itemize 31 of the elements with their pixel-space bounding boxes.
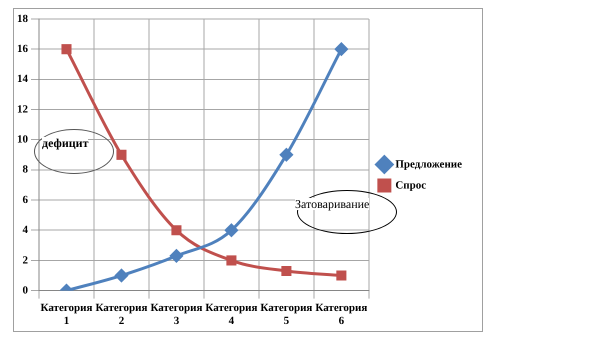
legend-label: Спрос xyxy=(395,179,426,192)
x-tick-label: Категория 2 xyxy=(95,302,148,328)
y-tick-label: 8 xyxy=(22,164,28,176)
point xyxy=(280,148,293,162)
x-tick-label: Категория 5 xyxy=(260,302,312,328)
y-tick-label: 12 xyxy=(17,103,28,116)
x-tick-label: Категория 1 xyxy=(40,302,93,328)
y-tick-label: 0 xyxy=(22,284,28,296)
point xyxy=(334,42,348,56)
legend-label: Предложение xyxy=(395,158,462,170)
point xyxy=(226,255,236,266)
point xyxy=(224,224,238,237)
point xyxy=(114,269,128,282)
point xyxy=(281,266,292,276)
y-tick-label: 10 xyxy=(17,134,28,146)
annotation: дефицит xyxy=(42,136,88,150)
y-tick-label: 4 xyxy=(22,224,28,236)
point xyxy=(61,44,72,54)
x-tick-label: Категория 3 xyxy=(150,302,202,328)
x-tick-label: Категория 6 xyxy=(315,302,368,328)
y-tick-label: 16 xyxy=(17,43,28,56)
annotation: Затоваривание xyxy=(295,197,370,211)
y-tick-label: 6 xyxy=(22,194,28,206)
point xyxy=(171,225,182,236)
point xyxy=(336,270,346,281)
y-tick-label: 14 xyxy=(17,73,28,86)
point xyxy=(170,249,183,262)
y-tick-label: 18 xyxy=(17,12,28,25)
point xyxy=(116,150,126,160)
y-tick-label: 2 xyxy=(22,254,28,266)
x-tick-label: Категория 4 xyxy=(205,302,258,328)
